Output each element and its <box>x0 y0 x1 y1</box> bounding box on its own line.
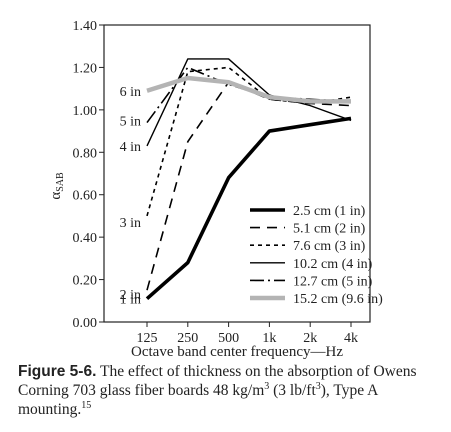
chart-legend: 2.5 cm (1 in) 5.1 cm (2 in) 7.6 cm (3 in) 1… <box>250 204 383 307</box>
series-end-label: 1 in <box>120 293 141 308</box>
series-line <box>145 116 352 301</box>
series-line <box>146 66 352 124</box>
legend-entry: 10.2 cm (4 in) <box>293 257 373 272</box>
x-tick-label: 500 <box>218 331 239 346</box>
chart-axes: 0.00 0.20 0.40 0.60 0.80 1.00 1.20 1.40 125 250 50… <box>73 19 371 346</box>
absorption-chart: 0.00 0.20 0.40 0.60 0.80 1.00 1.20 1.40 125 250 50… <box>48 19 383 360</box>
series-line <box>146 58 352 147</box>
x-tick-label: 1k <box>262 331 276 346</box>
y-tick-label: 1.40 <box>73 19 98 34</box>
y-axis-label-main: α <box>48 192 64 200</box>
series-line <box>146 75 351 104</box>
x-axis-label: Octave band center frequency—Hz <box>131 344 343 360</box>
series-end-labels: 1 in2 in 3 in 4 in 5 in 6 in <box>120 85 141 308</box>
y-axis-label: αSAB <box>48 172 66 200</box>
figure-caption: Figure 5-6. The effect of thickness on t… <box>18 362 438 419</box>
plot-frame <box>103 24 371 323</box>
x-tick-label: 250 <box>177 331 198 346</box>
y-tick-label: 0.20 <box>73 274 98 289</box>
y-tick-label: 1.20 <box>73 61 98 76</box>
legend-entry: 15.2 cm (9.6 in) <box>293 292 383 307</box>
series-end-label: 6 in <box>120 85 141 100</box>
series-end-label: 2 in <box>120 288 141 303</box>
x-tick-label: 2k <box>303 331 317 346</box>
legend-entry: 5.1 cm (2 in) <box>293 222 366 237</box>
series-end-label: 5 in <box>120 115 141 130</box>
series-end-label: 4 in <box>120 140 141 155</box>
series-lines <box>145 58 352 301</box>
caption-text-3: ), Type A mounting. <box>18 382 378 418</box>
y-tick-label: 0.40 <box>73 231 98 246</box>
series-line <box>146 81 352 291</box>
y-tick-label: 1.00 <box>73 104 98 119</box>
y-tick-label: 0.00 <box>73 316 98 331</box>
legend-entry: 2.5 cm (1 in) <box>293 204 366 219</box>
series-end-label: 3 in <box>120 216 141 231</box>
legend-entry: 12.7 cm (5 in) <box>293 274 373 289</box>
caption-text: The effect of thickness on the absorptio… <box>18 363 417 399</box>
caption-text-2: (3 lb/ft <box>269 382 316 399</box>
caption-sup-2: 3 <box>315 380 321 392</box>
y-tick-label: 0.60 <box>73 189 98 204</box>
legend-entry: 7.6 cm (3 in) <box>293 239 366 254</box>
x-tick-label: 4k <box>344 331 358 346</box>
caption-ref: 15 <box>81 399 92 411</box>
x-tick-label: 125 <box>137 331 158 346</box>
y-tick-label: 0.80 <box>73 146 98 161</box>
y-axis-label-sub: SAB <box>55 172 66 192</box>
caption-label: Figure 5-6. <box>18 363 97 380</box>
caption-sup-1: 3 <box>264 380 270 392</box>
